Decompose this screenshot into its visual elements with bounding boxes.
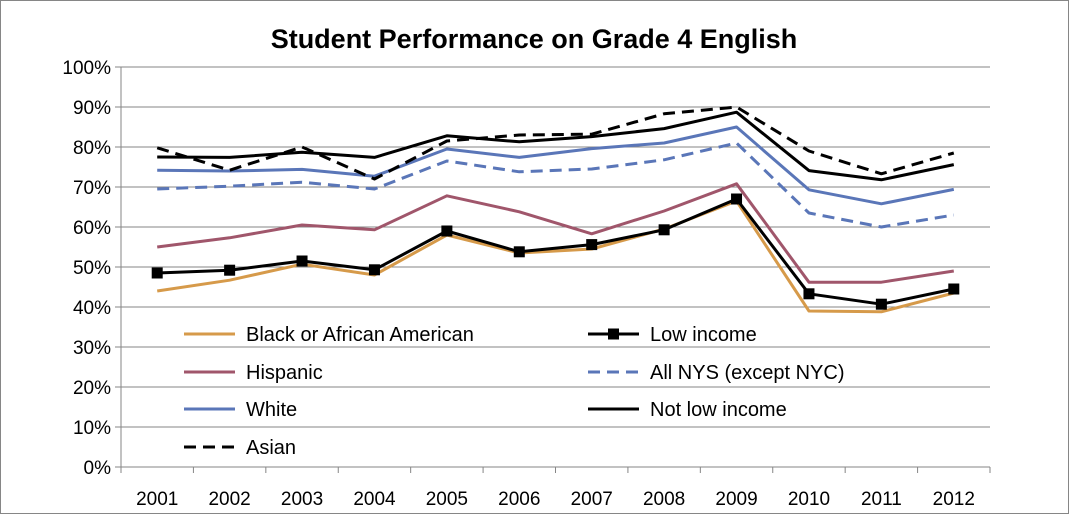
series-lines — [151, 105, 960, 314]
series-line — [157, 110, 955, 182]
data-point-marker — [586, 239, 598, 251]
x-tick-label: 2005 — [426, 489, 468, 510]
legend-label: White — [246, 399, 297, 421]
data-point-marker — [948, 283, 960, 295]
x-tick-label: 2009 — [715, 489, 757, 510]
gridlines — [121, 66, 990, 428]
legend-label: Hispanic — [246, 362, 323, 384]
y-tick-label: 10% — [73, 418, 111, 439]
x-tick-label: 2004 — [353, 489, 396, 510]
data-point-marker — [513, 246, 525, 258]
x-tick-label: 2007 — [571, 489, 613, 510]
y-tick-label: 40% — [73, 298, 111, 319]
legend: Black or African American Low income Hispa… — [184, 324, 845, 459]
legend-marker — [608, 328, 619, 340]
x-tick-label: 2008 — [643, 489, 685, 510]
legend-label: Low income — [650, 324, 757, 346]
series-line — [157, 197, 955, 306]
legend-label: Asian — [246, 437, 296, 459]
data-point-marker — [803, 288, 815, 300]
y-tick-label: 50% — [73, 258, 111, 279]
legend-label: Not low income — [650, 399, 787, 421]
y-tick-label: 0% — [84, 458, 112, 479]
series-line — [157, 141, 955, 229]
series-line — [156, 105, 955, 181]
x-tick-label: 2011 — [861, 489, 902, 510]
data-point-marker — [151, 267, 163, 279]
y-tick-label: 30% — [73, 338, 111, 359]
x-tick-label: 2010 — [788, 489, 830, 510]
series-line — [157, 125, 955, 206]
x-tick-label: 2006 — [498, 489, 540, 510]
x-tick-label: 2003 — [281, 489, 323, 510]
data-point-marker — [224, 264, 236, 276]
x-tick-label: 2001 — [136, 489, 178, 510]
x-tick-label: 2012 — [933, 489, 975, 510]
x-tick-label: 2002 — [208, 489, 250, 510]
data-point-marker — [441, 225, 453, 237]
y-tick-label: 80% — [73, 138, 111, 159]
y-tick-label: 20% — [73, 378, 111, 399]
y-tick-label: 60% — [73, 218, 111, 239]
data-point-marker — [875, 298, 887, 310]
y-tick-label: 70% — [73, 178, 111, 199]
data-point-marker — [731, 193, 743, 205]
legend-label: Black or African American — [246, 324, 474, 346]
data-point-marker — [368, 264, 380, 276]
axes: 0% 10% 20% 30% 40% 50% 60% 70% 80% 90% 100% 2001 200… — [62, 58, 991, 510]
series-line — [157, 182, 955, 284]
data-point-marker — [296, 255, 308, 267]
series-line — [156, 199, 955, 314]
y-tick-label: 90% — [73, 98, 111, 119]
legend-label: All NYS (except NYC) — [650, 362, 845, 384]
data-point-marker — [658, 224, 670, 236]
chart-title: Student Performance on Grade 4 English — [271, 24, 798, 54]
y-tick-label: 100% — [62, 58, 111, 79]
